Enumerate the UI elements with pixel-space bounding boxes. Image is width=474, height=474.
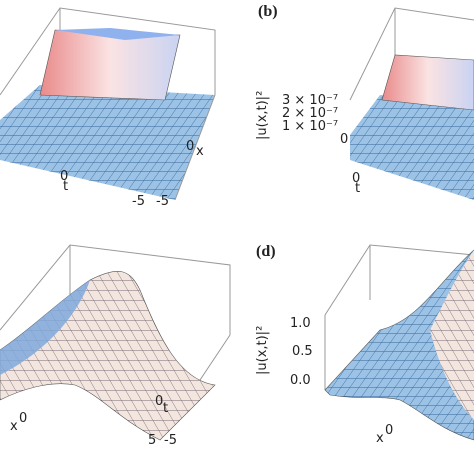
panel-bottom-right: (d) |u(x,t)|² 1.0 0.5 0.0 x 0 (255, 243, 474, 446)
box-edge (349, 7, 474, 101)
z-tick-label: 2 × 10⁻⁷ (282, 106, 338, 121)
t-axis-sub: t (63, 179, 68, 194)
z-tick-label: 3 × 10⁻⁷ (282, 93, 338, 108)
z-axis-label: |u(x,t)|² (255, 326, 270, 375)
box-edge (324, 244, 474, 390)
x-axis-sub: x (196, 144, 204, 159)
panel-top-right: (b) |u(x,t)|² 3 × 10⁻⁷ 2 × 10⁻⁷ 1 × 10⁻⁷… (255, 3, 474, 200)
surface (324, 249, 474, 441)
surface-shade (0, 280, 90, 375)
t-axis-sub: t (355, 181, 360, 196)
panel-top-left: x 0 0 t 5 -5 (0, 244, 231, 448)
t-axis-label: 0 (60, 169, 68, 184)
surface-wall (39, 29, 181, 101)
panel-label: (d) (256, 243, 276, 260)
tick-label: -5 (132, 194, 145, 209)
z-tick-label: 1.0 (290, 316, 311, 331)
z-tick-label: 0.0 (290, 373, 311, 388)
tick-label: -5 (156, 194, 169, 209)
surface (0, 271, 216, 441)
t-axis-label: 0 (352, 171, 360, 186)
x-axis-sup: 0 (19, 411, 27, 426)
surface-base (350, 95, 474, 200)
surface-peak (430, 250, 474, 420)
panel-label: (b) (258, 3, 278, 20)
x-axis-sup: 0 (385, 423, 393, 438)
panel-top-left: 0 x 0 t -5 -5 (0, 7, 216, 209)
box-edge (174, 94, 216, 201)
tick-label: -5 (164, 433, 177, 448)
x-axis-label: x (10, 419, 18, 434)
tick-label: 5 (148, 433, 156, 448)
surface-plateau (55, 28, 180, 40)
surface-wall (381, 54, 474, 111)
z-tick-label: 1 × 10⁻⁷ (282, 119, 338, 134)
x-axis-label: x (376, 431, 384, 446)
t-axis-label: 0 (155, 394, 163, 409)
surface-base (0, 85, 215, 200)
corner-tick: 0 (340, 132, 348, 147)
z-tick-label: 0.5 (292, 344, 313, 359)
x-axis-label: 0 (186, 139, 194, 154)
z-axis-label: |u(x,t)|² (255, 91, 270, 140)
t-axis-sub: t (163, 401, 168, 416)
